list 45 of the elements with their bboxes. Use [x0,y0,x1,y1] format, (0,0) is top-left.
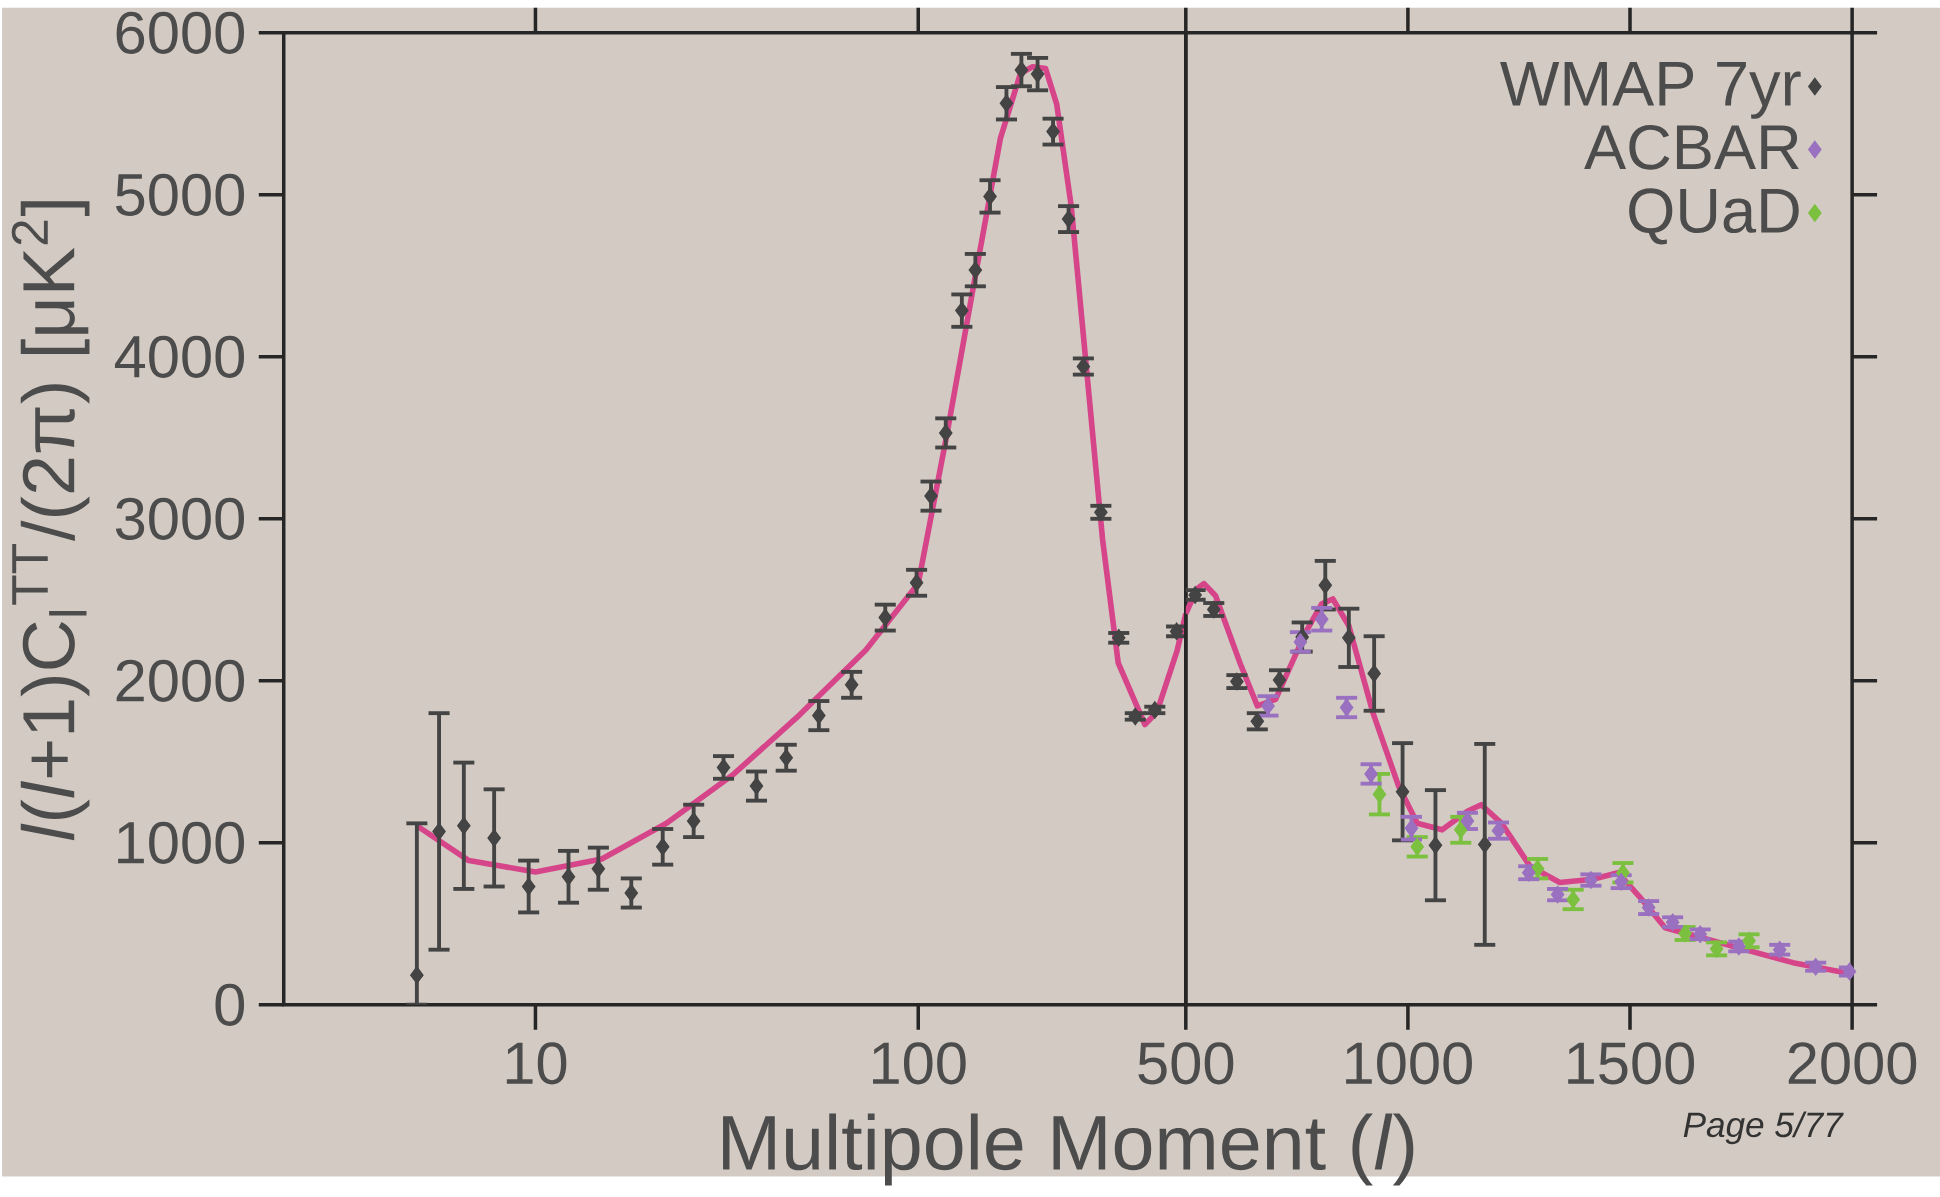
point [1808,957,1823,976]
legend-label: QUaD [1629,188,1799,245]
point [1342,628,1356,647]
point [1230,672,1244,691]
y-tick-label: 1000 [118,821,245,864]
y-tick-label: 4000 [114,335,245,378]
point [1550,885,1565,904]
text: l(l+1)C$_{l}$$^{TT}$/(2π) [μK$^{2}$] [11,201,90,841]
y-tick-label: 6000 [116,11,245,54]
point [1641,898,1656,917]
point [1614,872,1628,891]
point [1478,835,1492,854]
x-tick-label: 2000 [1788,1042,1917,1085]
point [1521,863,1536,882]
x-tick-label: 1500 [1568,1042,1695,1085]
point [1678,924,1692,943]
point [1372,785,1387,803]
point [1584,871,1598,889]
y-tick-label: 3000 [115,497,245,540]
point [1314,610,1329,628]
point [1842,962,1857,981]
point [1742,931,1756,950]
x-tick-label: 500 [1138,1042,1234,1085]
point [1318,576,1333,594]
point [1772,940,1787,959]
point [1188,586,1202,604]
y-tick-label: 0 [215,983,245,1026]
x-tick-label: 1000 [1346,1042,1472,1085]
text: Page 5/77 [1683,1111,1844,1145]
x-tick-label: 10 [506,1042,567,1085]
point [1665,913,1680,931]
legend-label: ACBAR [1584,124,1799,170]
y-tick-label: 5000 [115,173,245,216]
y-tick-label: 2000 [116,659,245,702]
legend-label: WMAP 7yr [1500,62,1801,119]
point [1207,600,1221,619]
x-axis-title: Multipole Moment (l) [723,1113,1414,1186]
point [1404,819,1419,837]
point [1732,937,1746,956]
point [1709,940,1724,958]
point [1428,836,1443,854]
x-tick-label: 100 [873,1042,966,1085]
point [1693,925,1707,943]
point [1395,782,1410,801]
point [1367,664,1381,683]
